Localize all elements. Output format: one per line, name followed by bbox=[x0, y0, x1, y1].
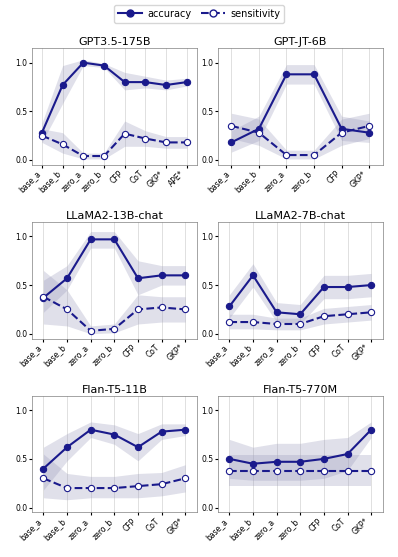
Title: LLaMA2-7B-chat: LLaMA2-7B-chat bbox=[255, 211, 346, 221]
Title: Flan-T5-770M: Flan-T5-770M bbox=[263, 385, 338, 395]
Title: GPT3.5-175B: GPT3.5-175B bbox=[78, 37, 150, 47]
Title: GPT-JT-6B: GPT-JT-6B bbox=[273, 37, 327, 47]
Title: Flan-T5-11B: Flan-T5-11B bbox=[82, 385, 147, 395]
Title: LLaMA2-13B-chat: LLaMA2-13B-chat bbox=[65, 211, 163, 221]
Legend: accuracy, sensitivity: accuracy, sensitivity bbox=[114, 5, 284, 23]
